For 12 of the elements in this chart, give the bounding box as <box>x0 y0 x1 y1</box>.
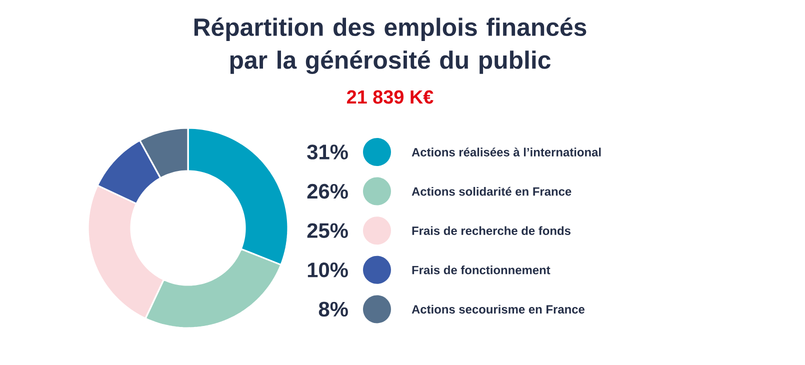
data-label: 8% <box>318 302 348 317</box>
legend-label: Actions solidarité en France <box>412 186 572 196</box>
data-label: 26% <box>307 184 348 199</box>
data-label: 31% <box>307 144 348 160</box>
data-label: 25% <box>307 223 348 238</box>
chart-subtitle: 21 839 K€ <box>346 90 434 104</box>
data-label: 10% <box>308 262 348 278</box>
legend-label: Actions secourisme en France <box>412 304 585 314</box>
legend-label: Frais de recherche de fonds <box>412 226 570 235</box>
chart-title: Répartition des emplois financés par la générosité du public <box>194 18 586 74</box>
legend-label: Actions réalisées à l’international <box>412 148 601 156</box>
legend-label: Frais de fonctionnement <box>412 266 550 274</box>
